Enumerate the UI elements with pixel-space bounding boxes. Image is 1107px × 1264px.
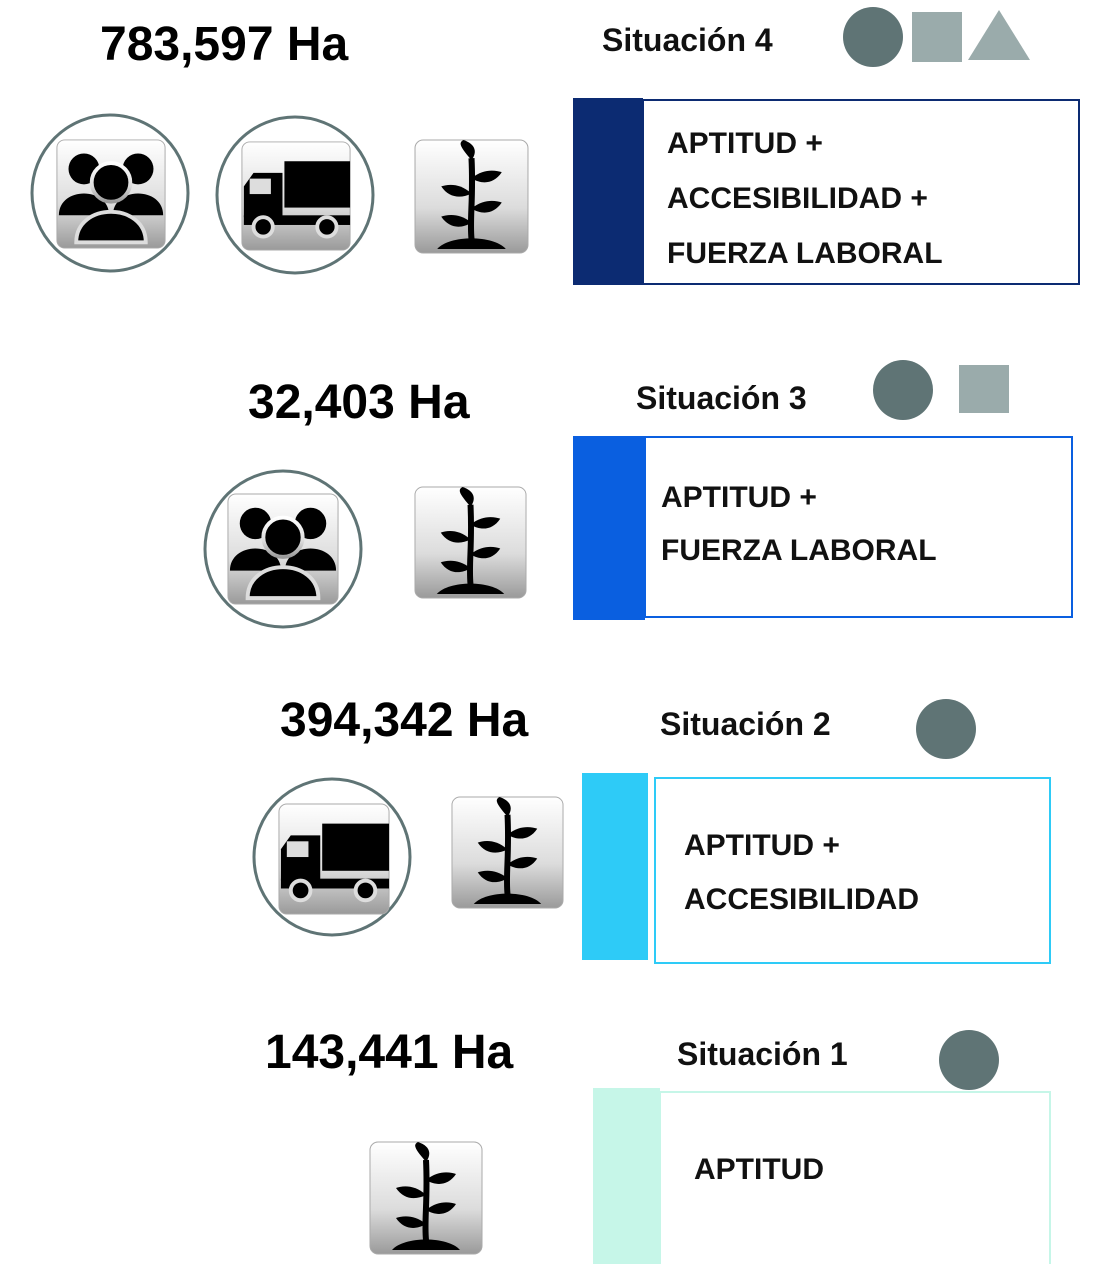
area: 783,597 Ha [100,18,349,71]
description: APTITUD [694,1153,824,1186]
plant-icon [415,140,528,253]
situation-2: 394,342 Ha Situación 2 APTITUD + ACCESIB… [252,694,1051,964]
icon-ring [203,469,363,629]
description: ACCESIBILIDAD + [667,182,928,215]
plant-icon [370,1142,482,1254]
plant-icon [415,487,526,598]
description: APTITUD + [684,829,840,862]
description: ACCESIBILIDAD [684,883,919,916]
circle-icon [873,360,933,420]
area: 143,441 Ha [265,1026,514,1079]
box [642,99,1080,285]
situation-title: Situación 3 [636,380,807,416]
truck-icon [240,140,352,252]
description: APTITUD + [667,127,823,160]
icon-ring [215,115,375,275]
square-icon [959,365,1009,413]
circle-icon [939,1030,999,1090]
box [654,777,1051,964]
icon-ring [252,777,412,937]
area: 32,403 Ha [248,376,470,429]
description: FUERZA LABORAL [667,237,943,270]
description: FUERZA LABORAL [661,534,937,567]
people-icon [55,138,167,250]
circle-icon [843,7,903,67]
situation-1: 143,441 Ha Situación 1 APTITUD [265,1026,1051,1264]
circle-icon [916,699,976,759]
plant-icon [452,797,563,908]
color-bar [573,98,643,285]
people-icon [226,492,340,606]
box [644,436,1073,618]
color-bar [573,436,645,620]
situation-4: 783,597 Ha Situación 4 APTITUD + ACCESIB… [30,7,1080,285]
color-bar [593,1088,660,1264]
situation-title: Situación 2 [660,706,831,742]
icon-ring [30,113,190,273]
square-icon [912,12,962,62]
area: 394,342 Ha [280,694,529,747]
truck-icon [277,802,391,916]
situation-3: 32,403 Ha Situación 3 APTITUD + FUERZA L… [203,360,1073,629]
situation-title: Situación 1 [677,1036,848,1072]
situation-title: Situación 4 [602,22,773,58]
color-bar [582,773,648,960]
description: APTITUD + [661,481,817,514]
triangle-icon [968,10,1030,60]
box [659,1091,1051,1264]
